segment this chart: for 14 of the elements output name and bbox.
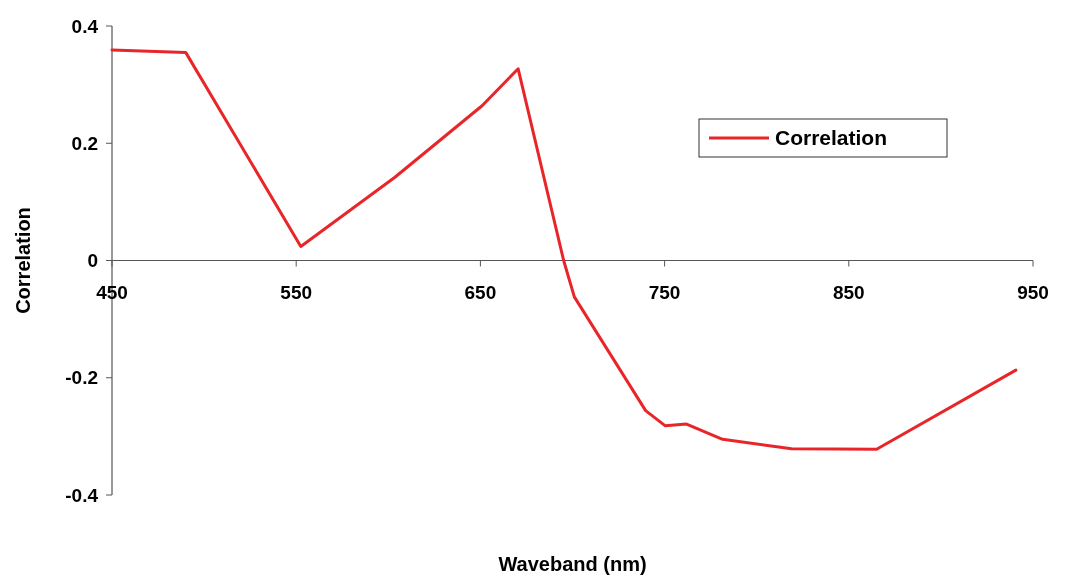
x-tick-label: 750: [648, 281, 681, 303]
y-tick-label: -0.2: [65, 367, 98, 389]
y-tick-label: 0.4: [71, 15, 99, 37]
y-tick-label: 0: [87, 250, 98, 272]
x-tick-label: 950: [1017, 281, 1049, 303]
y-axis-title: Correlation: [12, 207, 34, 314]
x-tick-label: 850: [832, 281, 865, 303]
legend-label: Correlation: [775, 126, 888, 150]
x-tick-label: 550: [280, 281, 313, 303]
x-axis-title: Waveband (nm): [498, 553, 647, 575]
y-tick-label: -0.4: [65, 484, 99, 506]
x-tick-label: 650: [464, 281, 497, 303]
x-tick-label: 450: [96, 281, 128, 303]
y-tick-label: 0.2: [71, 132, 98, 154]
